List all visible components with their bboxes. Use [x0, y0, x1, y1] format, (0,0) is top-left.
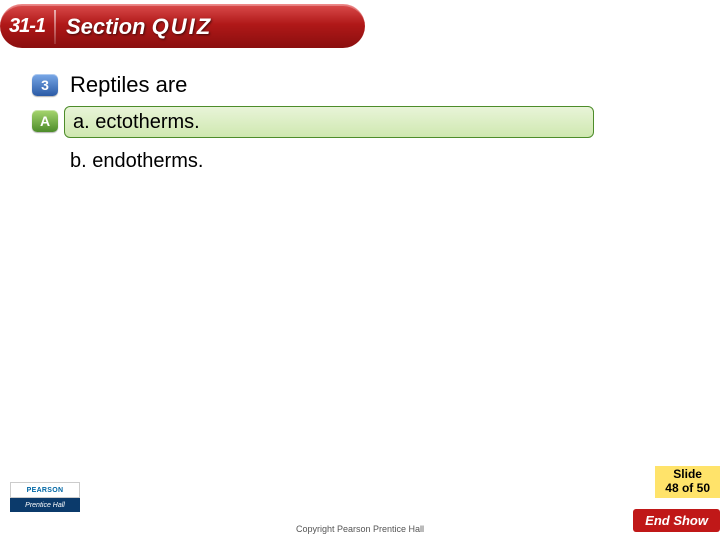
slide-counter-label: Slide	[665, 468, 710, 482]
option-b-text: b. endotherms.	[70, 150, 203, 172]
copyright-text: Copyright Pearson Prentice Hall	[0, 524, 720, 534]
correct-answer-pill: a. ectotherms.	[64, 106, 594, 138]
section-number: 31-1	[0, 15, 54, 38]
question-number-badge: 3	[32, 74, 58, 96]
section-quiz-header: 31-1 Section QUIZ	[0, 4, 365, 48]
correct-answer-text: a. ectotherms.	[73, 111, 200, 134]
answer-badge-row: A	[32, 110, 58, 132]
logo-pearson: PEARSON	[10, 482, 80, 498]
header-title-quiz: QUIZ	[152, 14, 213, 39]
slide-counter-value: 48 of 50	[665, 482, 710, 496]
header-separator	[54, 10, 56, 44]
logo-prentice-hall: Prentice Hall	[10, 498, 80, 512]
correct-answer-badge: A	[32, 110, 58, 132]
header-title-prefix: Section	[66, 14, 145, 39]
question-prompt: Reptiles are	[70, 72, 187, 98]
slide: 31-1 Section QUIZ 3 Reptiles are A a. ec…	[0, 0, 720, 540]
publisher-logo: PEARSON Prentice Hall	[10, 482, 80, 512]
option-b: b. endotherms.	[70, 150, 203, 173]
question-row: 3 Reptiles are	[32, 72, 187, 98]
header-title: Section QUIZ	[66, 14, 212, 40]
slide-counter: Slide 48 of 50	[655, 466, 720, 498]
